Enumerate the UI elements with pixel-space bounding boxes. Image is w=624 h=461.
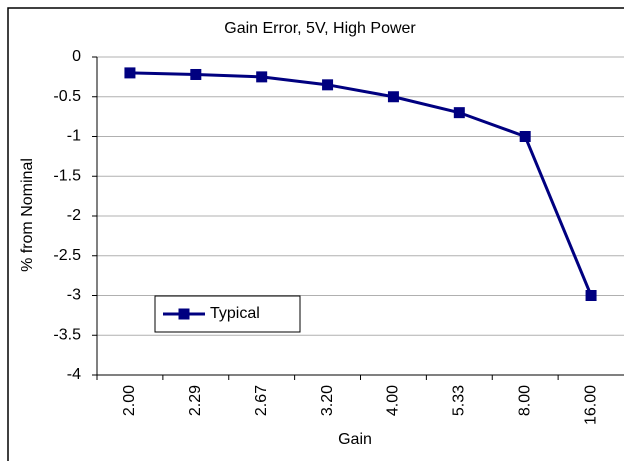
y-tick-label: -0.5 (53, 88, 81, 105)
marker (453, 107, 465, 119)
y-tick-label: -3 (67, 287, 81, 304)
chart-title: Gain Error, 5V, High Power (224, 20, 416, 37)
marker (387, 91, 399, 103)
y-tick-label: -1 (67, 128, 81, 145)
y-tick-label: -3.5 (53, 326, 81, 343)
y-tick-label: 0 (72, 48, 81, 65)
y-tick-label: -1.5 (53, 167, 81, 184)
x-tick-label: 3.20 (319, 385, 336, 416)
legend-label: Typical (210, 305, 260, 322)
y-tick-label: -2.5 (53, 247, 81, 264)
y-tick-label: -2 (67, 207, 81, 224)
marker (190, 68, 202, 80)
marker (322, 79, 334, 91)
x-tick-label: 5.33 (451, 385, 468, 416)
marker (585, 290, 597, 301)
y-axis-label: % from Nominal (19, 158, 36, 272)
x-axis-label: Gain (338, 431, 372, 448)
x-tick-label: 4.00 (385, 385, 402, 416)
marker (519, 131, 531, 142)
x-tick-label: 2.67 (253, 385, 270, 416)
x-tick-label: 2.29 (187, 385, 204, 416)
series-line (129, 71, 593, 297)
x-tick-label: 2.00 (121, 385, 138, 416)
legend: Typical (154, 295, 301, 333)
legend-marker (178, 308, 190, 320)
x-tick-label: 16.00 (582, 385, 599, 425)
marker (256, 71, 268, 83)
marker (124, 67, 136, 79)
x-tick-label: 8.00 (516, 385, 533, 416)
y-tick-label: -4 (67, 366, 81, 383)
